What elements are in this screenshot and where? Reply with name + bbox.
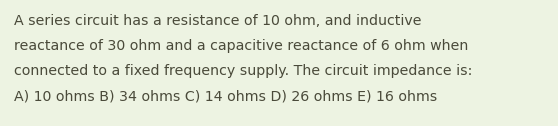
Text: A series circuit has a resistance of 10 ohm, and inductive: A series circuit has a resistance of 10 … xyxy=(14,14,421,28)
Text: connected to a fixed frequency supply. The circuit impedance is:: connected to a fixed frequency supply. T… xyxy=(14,64,473,78)
Text: reactance of 30 ohm and a capacitive reactance of 6 ohm when: reactance of 30 ohm and a capacitive rea… xyxy=(14,39,468,53)
Text: A) 10 ohms B) 34 ohms C) 14 ohms D) 26 ohms E) 16 ohms: A) 10 ohms B) 34 ohms C) 14 ohms D) 26 o… xyxy=(14,89,437,103)
